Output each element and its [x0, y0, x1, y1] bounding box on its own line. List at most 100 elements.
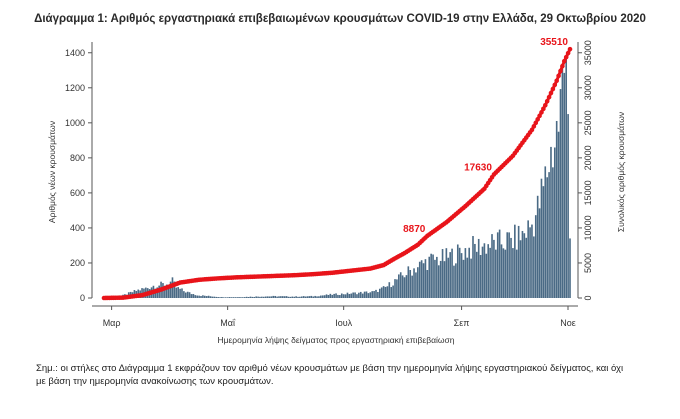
- bar: [483, 243, 486, 298]
- x-tick-label: Νοε: [560, 318, 576, 328]
- bar: [533, 236, 535, 298]
- bar: [291, 296, 294, 298]
- bar: [502, 248, 505, 298]
- bar: [247, 297, 250, 298]
- bar: [409, 269, 412, 298]
- bar: [555, 120, 558, 298]
- bar: [534, 215, 537, 298]
- bar: [240, 297, 242, 298]
- bar: [280, 296, 282, 298]
- bar: [458, 247, 461, 298]
- bar: [443, 261, 446, 298]
- cumulative-point: [556, 73, 561, 79]
- bar: [493, 239, 495, 298]
- bars-group: [105, 58, 571, 299]
- bar: [510, 237, 512, 298]
- y2-tick-label: 10000: [583, 215, 593, 240]
- bar: [500, 244, 503, 298]
- cumulative-point: [563, 54, 569, 60]
- bar: [331, 294, 334, 298]
- bar: [352, 292, 354, 298]
- bar: [380, 287, 383, 298]
- bar: [373, 291, 375, 298]
- bar: [325, 294, 328, 298]
- x-tick-label: Σεπ: [454, 318, 470, 328]
- bar: [194, 295, 197, 298]
- bar: [224, 297, 227, 298]
- cumulative-point: [539, 110, 544, 115]
- bar: [238, 297, 240, 298]
- bar: [363, 291, 366, 298]
- bar: [289, 296, 292, 298]
- bar: [306, 296, 309, 298]
- x-axis-label: Ημερομηνία λήψης δείγματος προς εργαστηρ…: [217, 335, 454, 345]
- bar: [519, 240, 522, 298]
- bar: [548, 172, 550, 298]
- bar: [437, 265, 440, 298]
- bar: [447, 257, 450, 298]
- bar: [274, 295, 276, 298]
- bar: [512, 248, 514, 298]
- bar: [472, 236, 474, 298]
- bar: [413, 268, 415, 298]
- bar: [276, 296, 278, 298]
- bar: [514, 224, 516, 298]
- cumulative-point: [552, 82, 558, 88]
- bar: [445, 248, 448, 298]
- bar: [223, 297, 225, 298]
- bar: [255, 296, 257, 298]
- bar: [506, 232, 509, 298]
- bar: [449, 252, 451, 298]
- bar: [164, 285, 166, 298]
- y2-tick-label: 25000: [583, 110, 593, 135]
- bar: [203, 295, 206, 298]
- bar: [316, 296, 318, 298]
- bar: [407, 266, 410, 298]
- bar: [422, 263, 425, 298]
- bar: [531, 224, 533, 298]
- bar: [396, 279, 398, 298]
- bar: [491, 234, 493, 298]
- bar: [228, 297, 231, 298]
- bar: [375, 289, 377, 298]
- bar: [481, 246, 484, 298]
- bar: [365, 291, 368, 298]
- bar: [245, 296, 248, 298]
- bar: [308, 296, 311, 298]
- chart-title: Διάγραμμα 1: Αριθμός εργαστηριακά επιβεβ…: [34, 13, 646, 25]
- bar: [567, 114, 569, 298]
- bar: [251, 296, 254, 298]
- bar: [268, 296, 271, 298]
- bar: [337, 294, 339, 298]
- data-label: 35510: [540, 37, 568, 48]
- bar: [249, 296, 252, 298]
- bar: [184, 292, 187, 298]
- bar: [525, 237, 528, 298]
- bar: [173, 281, 176, 298]
- bar: [236, 297, 238, 298]
- bar: [301, 296, 303, 298]
- bar: [314, 295, 316, 298]
- bar: [192, 294, 195, 298]
- bar: [310, 295, 313, 298]
- bar: [470, 258, 472, 298]
- cumulative-point: [565, 50, 571, 56]
- bar: [215, 296, 218, 298]
- bar: [508, 232, 510, 298]
- data-label: 17630: [464, 162, 492, 173]
- annotations-group: 8870 17630 35510: [403, 37, 568, 235]
- bar: [221, 296, 223, 298]
- bar: [358, 292, 360, 298]
- bar: [487, 244, 490, 298]
- bar: [242, 297, 244, 298]
- bar: [323, 295, 326, 298]
- y-tick-label: 1000: [65, 118, 85, 128]
- bar: [495, 249, 497, 298]
- bar: [394, 279, 396, 298]
- bar: [287, 296, 290, 298]
- bar: [384, 286, 387, 298]
- bar: [179, 288, 181, 298]
- cumulative-point: [550, 86, 556, 92]
- bar: [302, 296, 305, 298]
- bar: [439, 260, 442, 298]
